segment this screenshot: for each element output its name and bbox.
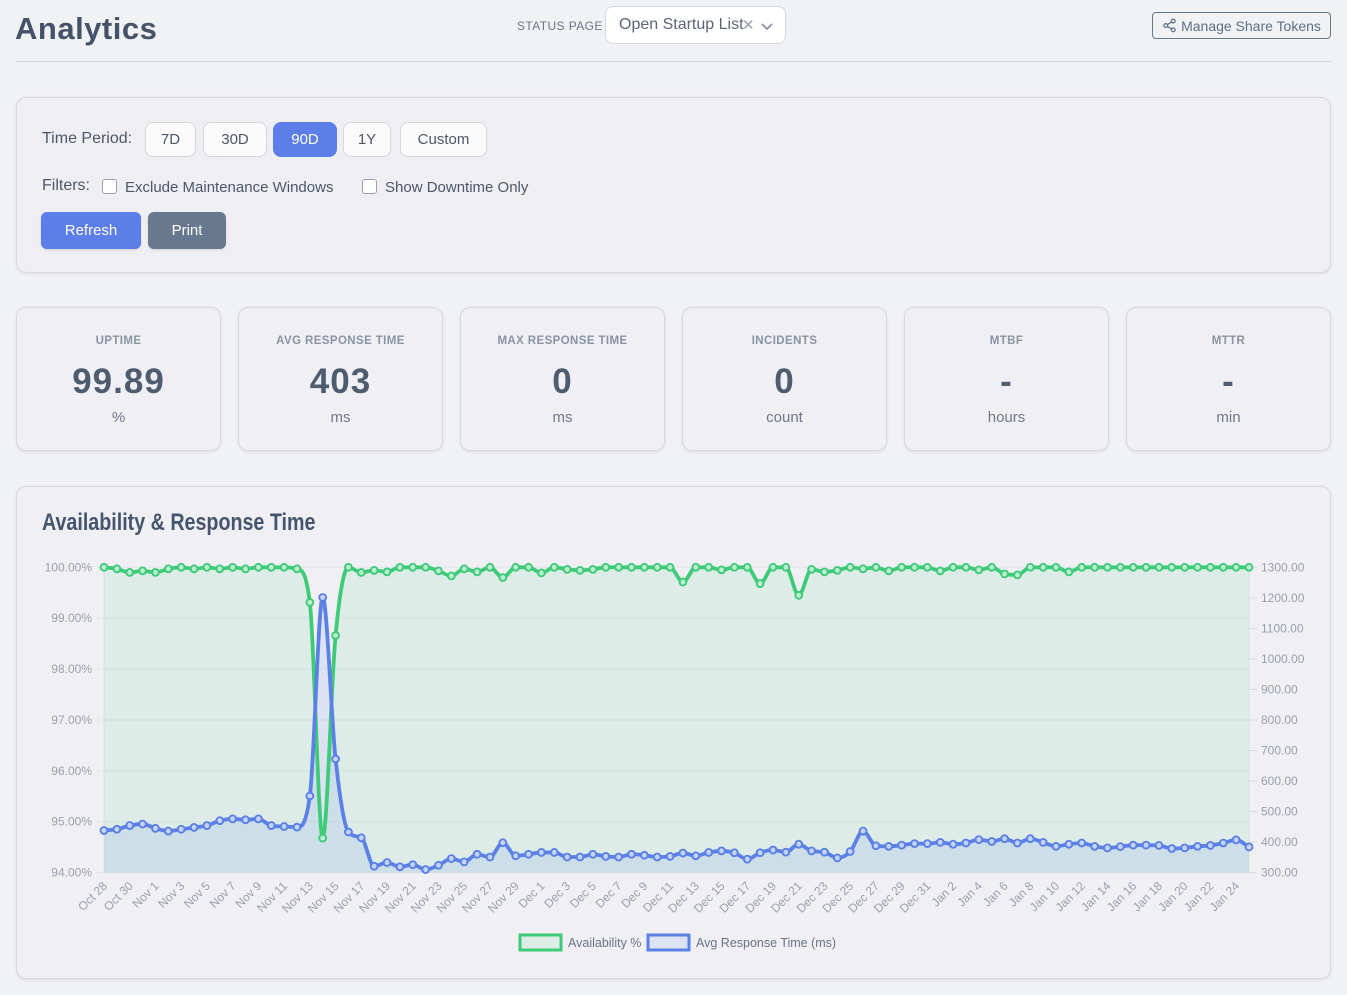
svg-text:Oct 30: Oct 30: [101, 879, 136, 914]
svg-text:500.00: 500.00: [1261, 805, 1298, 819]
svg-text:99.00%: 99.00%: [51, 611, 92, 625]
svg-text:600.00: 600.00: [1261, 774, 1298, 788]
svg-text:1000.00: 1000.00: [1261, 652, 1305, 666]
svg-text:Dec 1: Dec 1: [515, 879, 547, 911]
svg-text:Jan 2: Jan 2: [929, 879, 960, 910]
svg-text:Nov 3: Nov 3: [155, 879, 187, 911]
svg-text:94.00%: 94.00%: [51, 866, 92, 880]
svg-text:Nov 1: Nov 1: [130, 879, 162, 911]
svg-text:100.00%: 100.00%: [45, 560, 93, 574]
svg-text:1300.00: 1300.00: [1261, 560, 1305, 574]
svg-text:1100.00: 1100.00: [1261, 621, 1304, 635]
svg-text:Jan 4: Jan 4: [954, 879, 985, 910]
svg-text:96.00%: 96.00%: [51, 764, 92, 778]
svg-text:Dec 3: Dec 3: [541, 879, 573, 911]
svg-text:98.00%: 98.00%: [51, 662, 92, 676]
svg-text:Avg Response Time (ms): Avg Response Time (ms): [696, 936, 836, 950]
svg-text:700.00: 700.00: [1261, 743, 1298, 757]
svg-text:97.00%: 97.00%: [51, 713, 92, 727]
svg-text:900.00: 900.00: [1261, 682, 1298, 696]
svg-text:Dec 5: Dec 5: [567, 879, 599, 911]
svg-text:300.00: 300.00: [1261, 866, 1298, 880]
svg-text:Jan 6: Jan 6: [980, 879, 1011, 910]
svg-text:95.00%: 95.00%: [51, 815, 92, 829]
svg-text:Nov 7: Nov 7: [207, 879, 239, 911]
svg-text:1200.00: 1200.00: [1261, 591, 1305, 605]
svg-text:Jan 24: Jan 24: [1207, 879, 1243, 915]
svg-text:800.00: 800.00: [1261, 713, 1298, 727]
svg-text:400.00: 400.00: [1261, 835, 1298, 849]
svg-text:Nov 5: Nov 5: [181, 879, 213, 911]
svg-text:Availability %: Availability %: [568, 936, 641, 950]
svg-text:Dec 7: Dec 7: [593, 879, 625, 911]
